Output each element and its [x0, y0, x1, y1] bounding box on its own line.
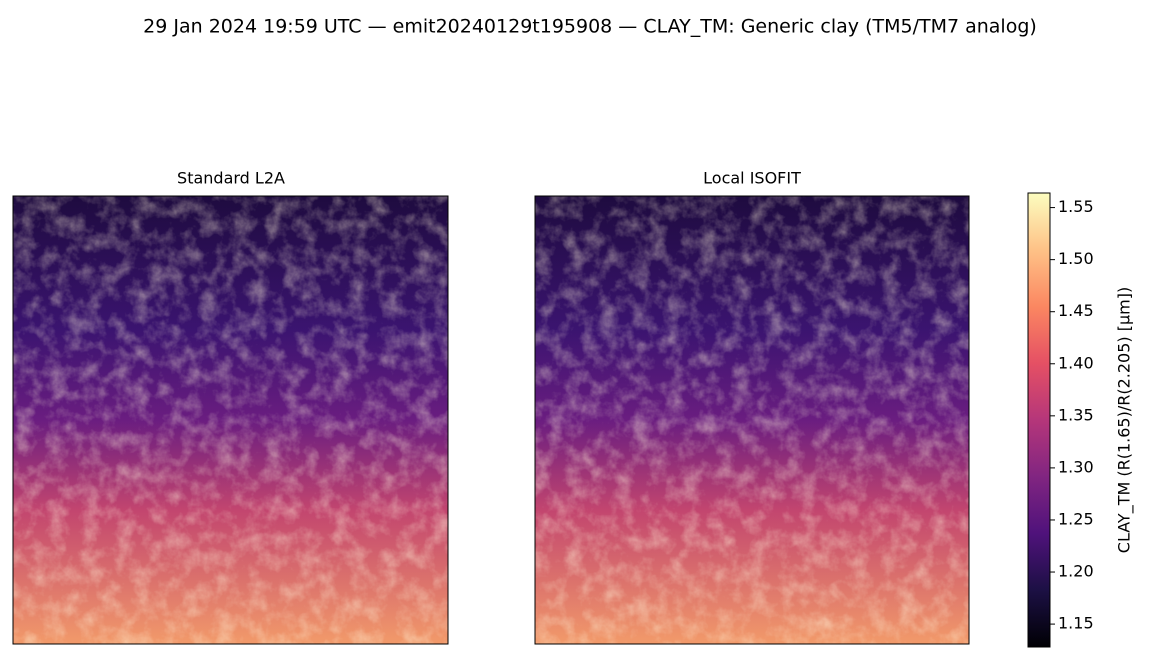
colorbar-tick-label: 1.40	[1058, 353, 1094, 372]
image-texture	[535, 196, 969, 644]
colorbar-tick-label: 1.20	[1058, 562, 1094, 581]
figure-title: 29 Jan 2024 19:59 UTC — emit20240129t195…	[143, 16, 1037, 38]
panel-title: Local ISOFIT	[703, 169, 801, 188]
image-texture	[13, 196, 448, 644]
panel: Local ISOFIT	[534, 169, 970, 645]
colorbar-tick-label: 1.15	[1058, 614, 1094, 633]
frame	[534, 195, 970, 645]
colorbar-tick-label: 1.50	[1058, 249, 1094, 268]
colorbar	[1027, 192, 1051, 648]
panel-title: Standard L2A	[177, 169, 285, 188]
colorbar-tick-label: 1.55	[1058, 197, 1094, 216]
colorbar-label: CLAY_TM (R(1.65)/R(2.205) [µm])	[1115, 287, 1135, 553]
colorbar-tick-label: 1.45	[1058, 301, 1094, 320]
frame	[12, 195, 449, 645]
panel: Standard L2A	[12, 169, 449, 645]
colorbar-tick-label: 1.35	[1058, 405, 1094, 424]
colorbar-tick-label: 1.30	[1058, 457, 1094, 476]
colorbar-tick-label: 1.25	[1058, 509, 1094, 528]
